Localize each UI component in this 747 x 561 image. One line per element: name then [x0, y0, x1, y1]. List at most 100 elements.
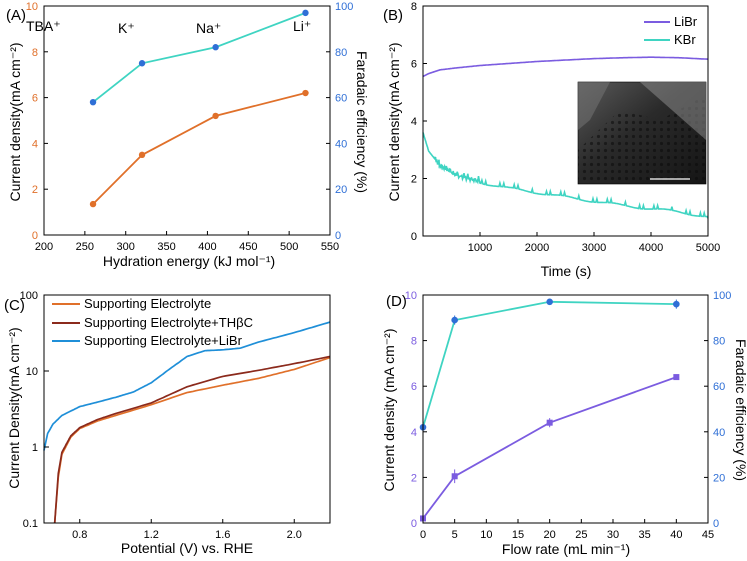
panel-d-y2-tick-label: 40: [713, 427, 725, 439]
panel-d-x-tick-label: 10: [480, 529, 492, 541]
panel-c-x-tick-label: 0.8: [72, 529, 87, 541]
ion-label-tba: TBA⁺: [26, 18, 61, 34]
panel-c-x-tick-label: 2.0: [287, 529, 302, 541]
panel-a-faradaic-efficiency-point: [89, 98, 97, 106]
panel-a-ticks: 200 250 300 350 400 450 500 5500246810020406080…: [26, 1, 354, 253]
panel-d-current-density-line: [422, 376, 677, 519]
panel-a-y2-tick-label: 60: [335, 93, 347, 105]
panel-a-x-tick-label: 350: [157, 241, 175, 253]
panel-d-faradaic-efficiency-line: [422, 300, 677, 428]
panel-c-y-axis-label: Current Density(mA cm⁻²): [6, 327, 22, 488]
panel-a-y2-tick-label: 0: [335, 230, 341, 242]
panel-b-legend: LiBr KBr: [644, 14, 698, 47]
panel-c-ticks: 0.8 1.2 1.6 2.0 0.1 1 10 100: [20, 290, 331, 541]
panel-b-y-tick-label: 6: [411, 59, 417, 71]
panel-a-y-tick-label: 8: [32, 47, 38, 59]
panel-b-x-tick-label: 4000: [639, 242, 663, 254]
panel-a-x-tick-label: 450: [239, 241, 257, 253]
panel-a-y-axis-label: Current density(mA cm⁻²): [7, 42, 23, 201]
legend-label-libr: LiBr: [674, 14, 698, 29]
panel-a-y2-tick-label: 40: [335, 138, 347, 150]
panel-d-y-tick-label: 6: [411, 381, 417, 393]
panel-c-y-tick-label: 100: [20, 290, 38, 302]
panel-c-y-tick-label: 0.1: [23, 518, 38, 530]
panel-a-x-tick-label: 400: [198, 241, 216, 253]
panel-a-y2-tick-label: 20: [335, 184, 347, 196]
panel-a-y2-tick-label: 80: [335, 47, 347, 59]
panel-a-label: (A): [6, 7, 26, 24]
panel-c-y-tick-label: 10: [26, 366, 38, 378]
panel-d-current-density-point: [546, 419, 553, 426]
panel-d-x-tick-label: 15: [512, 529, 524, 541]
panel-d-y2-tick-label: 20: [713, 472, 725, 484]
panel-b-x-tick-label: 1000: [468, 242, 492, 254]
panel-d-y2-tick-label: 60: [713, 381, 725, 393]
panel-a-frame: [43, 5, 331, 236]
panel-c-legend: Supporting Electrolyte Supporting Electr…: [52, 296, 253, 348]
panel-a-x-tick-label: 200: [35, 241, 53, 253]
ion-label-li: Li⁺: [293, 18, 311, 34]
panel-a: 200 250 300 350 400 450 500 5500246810020406080…: [6, 1, 370, 269]
panel-d-y2-tick-label: 0: [713, 518, 719, 530]
panel-b-y-tick-label: 2: [411, 174, 417, 186]
panel-a-current-density-point: [212, 112, 219, 120]
panel-d-label: (D): [386, 293, 407, 310]
panel-d-x-tick-label: 35: [639, 529, 651, 541]
panel-b-x-axis-label: Time (s): [541, 263, 592, 279]
panel-a-x-tick-label: 250: [76, 241, 94, 253]
panel-d-y-axis-label: Current density (mA cm⁻²): [381, 329, 397, 492]
panel-d-y-tick-label: 2: [411, 472, 417, 484]
panel-b-libr-line: [422, 56, 709, 78]
panel-d-current-density-point: [673, 374, 680, 381]
panel-a-series: [89, 9, 309, 208]
panel-d-frame: [422, 294, 709, 524]
panel-d-x-tick-label: 0: [420, 529, 426, 541]
panel-c-x-tick-label: 1.6: [215, 529, 230, 541]
panel-b-x-tick-label: 2000: [525, 242, 549, 254]
panel-a-current-density-point: [138, 151, 146, 159]
panel-a-x-axis-label: Hydration energy (kJ mol⁻¹): [103, 253, 275, 269]
panel-a-x-tick-label: 500: [280, 241, 298, 253]
panel-b-series: [422, 56, 709, 219]
panel-b-x-tick-label: 5000: [696, 242, 720, 254]
panel-a-x-tick-label: 300: [117, 241, 135, 253]
panel-b-inset: [577, 81, 707, 185]
panel-c-x-tick-label: 1.2: [144, 529, 159, 541]
panel-b-y-tick-label: 8: [411, 1, 417, 13]
panel-b: 1000 2000 3000 4000 5000 0 2 4 6 8 (B) LiBr KBr T…: [383, 1, 720, 279]
panel-b-y-tick-label: 4: [411, 116, 417, 128]
panel-d-x-tick-label: 20: [544, 529, 556, 541]
panel-c-series-line-3: [43, 321, 331, 451]
panel-d-x-tick-label: 30: [607, 529, 619, 541]
panel-b-kbr-line: [422, 132, 709, 219]
panel-a-y2-axis-label: Faradaic efficiency (%): [354, 51, 370, 193]
panel-a-faradaic-efficiency-line: [92, 12, 306, 103]
panel-c-frame: [43, 294, 331, 524]
panel-d-x-axis-label: Flow rate (mL min⁻¹): [502, 541, 630, 557]
legend-label-supporting-electrolyte-thbc: Supporting Electrolyte+THβC: [84, 315, 253, 330]
legend-label-kbr: KBr: [674, 32, 696, 47]
panel-a-y-tick-label: 4: [32, 138, 38, 150]
panel-d-faradaic-efficiency-point: [546, 298, 553, 306]
panel-d-x-tick-label: 40: [670, 529, 682, 541]
panel-d-y-tick-label: 8: [411, 336, 417, 348]
panel-a-x-tick-label: 550: [321, 241, 339, 253]
panel-a-y-tick-label: 10: [26, 1, 38, 13]
panel-d-y2-axis-label: Faradaic efficiency (%): [733, 339, 747, 481]
panel-d-x-tick-label: 25: [575, 529, 587, 541]
panel-d-y-tick-label: 4: [411, 427, 417, 439]
panel-c-y-tick-label: 1: [32, 442, 38, 454]
panel-a-current-density-point: [302, 89, 309, 97]
panel-a-faradaic-efficiency-point: [138, 60, 146, 67]
panel-c-series-line-1: [53, 356, 331, 524]
panel-d-x-tick-label: 45: [702, 529, 714, 541]
panel-b-ticks: 1000 2000 3000 4000 5000 0 2 4 6 8: [411, 1, 720, 254]
ion-label-na: Na⁺: [196, 20, 221, 36]
panel-d-y2-tick-label: 80: [713, 336, 725, 348]
panel-a-current-density-point: [89, 200, 97, 208]
panel-c-series-line-2: [53, 355, 331, 524]
panel-d-y-tick-label: 0: [411, 518, 417, 530]
